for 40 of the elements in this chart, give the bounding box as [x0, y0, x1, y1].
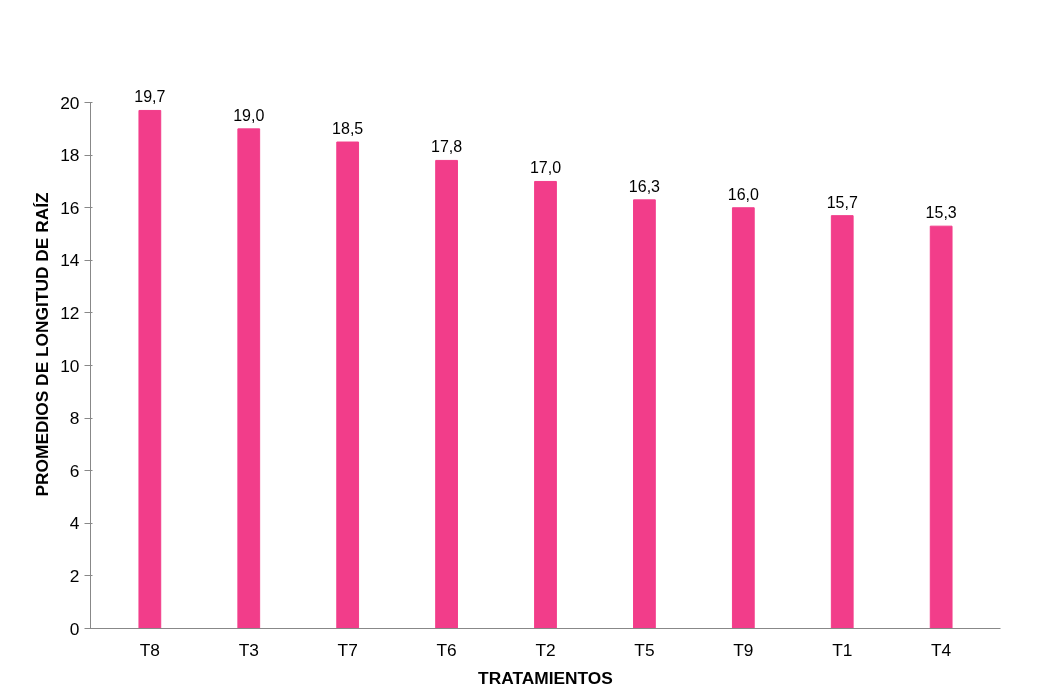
data-label: 15,7: [826, 193, 858, 211]
y-tick-label: 18: [60, 145, 80, 166]
y-tick-label: 10: [60, 355, 80, 376]
x-tick-label: T5: [634, 639, 655, 660]
y-tick-label: 16: [60, 197, 80, 218]
x-tick-label: T2: [535, 639, 556, 660]
bar: [534, 180, 557, 629]
data-label: 16,0: [727, 185, 759, 203]
y-axis-title: PROMEDIOS DE LONGITUD DE RAÍZ: [32, 191, 53, 497]
y-tick-label: 2: [69, 565, 80, 586]
x-tick-label: T4: [931, 639, 952, 660]
bar: [435, 159, 458, 629]
y-tick-label: 14: [60, 250, 80, 271]
x-tick-label: T1: [832, 639, 853, 660]
bar: [929, 225, 953, 629]
data-label: 16,3: [628, 177, 661, 195]
x-tick-label: T8: [139, 639, 160, 660]
x-tick-label: T6: [436, 639, 457, 660]
y-tick-label: 12: [60, 302, 80, 323]
y-tick-label: 6: [69, 460, 80, 481]
bar: [237, 128, 261, 629]
bar: [336, 141, 360, 629]
x-tick-label: T3: [238, 639, 259, 660]
y-tick-label: 20: [60, 92, 80, 113]
x-tick-label: T7: [337, 639, 358, 660]
bar: [731, 207, 755, 629]
bar: [138, 109, 162, 629]
data-label: 17,0: [529, 159, 562, 177]
y-tick-label: 0: [69, 618, 80, 639]
bar: [830, 215, 854, 629]
data-label: 17,8: [431, 138, 463, 156]
bar: [633, 199, 656, 629]
data-label: 19,7: [134, 88, 166, 106]
x-axis-title: TRATAMIENTOS: [478, 667, 613, 688]
x-tick-label: T9: [733, 639, 754, 660]
data-label: 18,5: [332, 120, 364, 138]
y-tick-label: 4: [69, 513, 80, 534]
data-label: 19,0: [233, 106, 265, 124]
data-label: 15,3: [925, 204, 957, 222]
y-tick-label: 8: [69, 408, 80, 429]
